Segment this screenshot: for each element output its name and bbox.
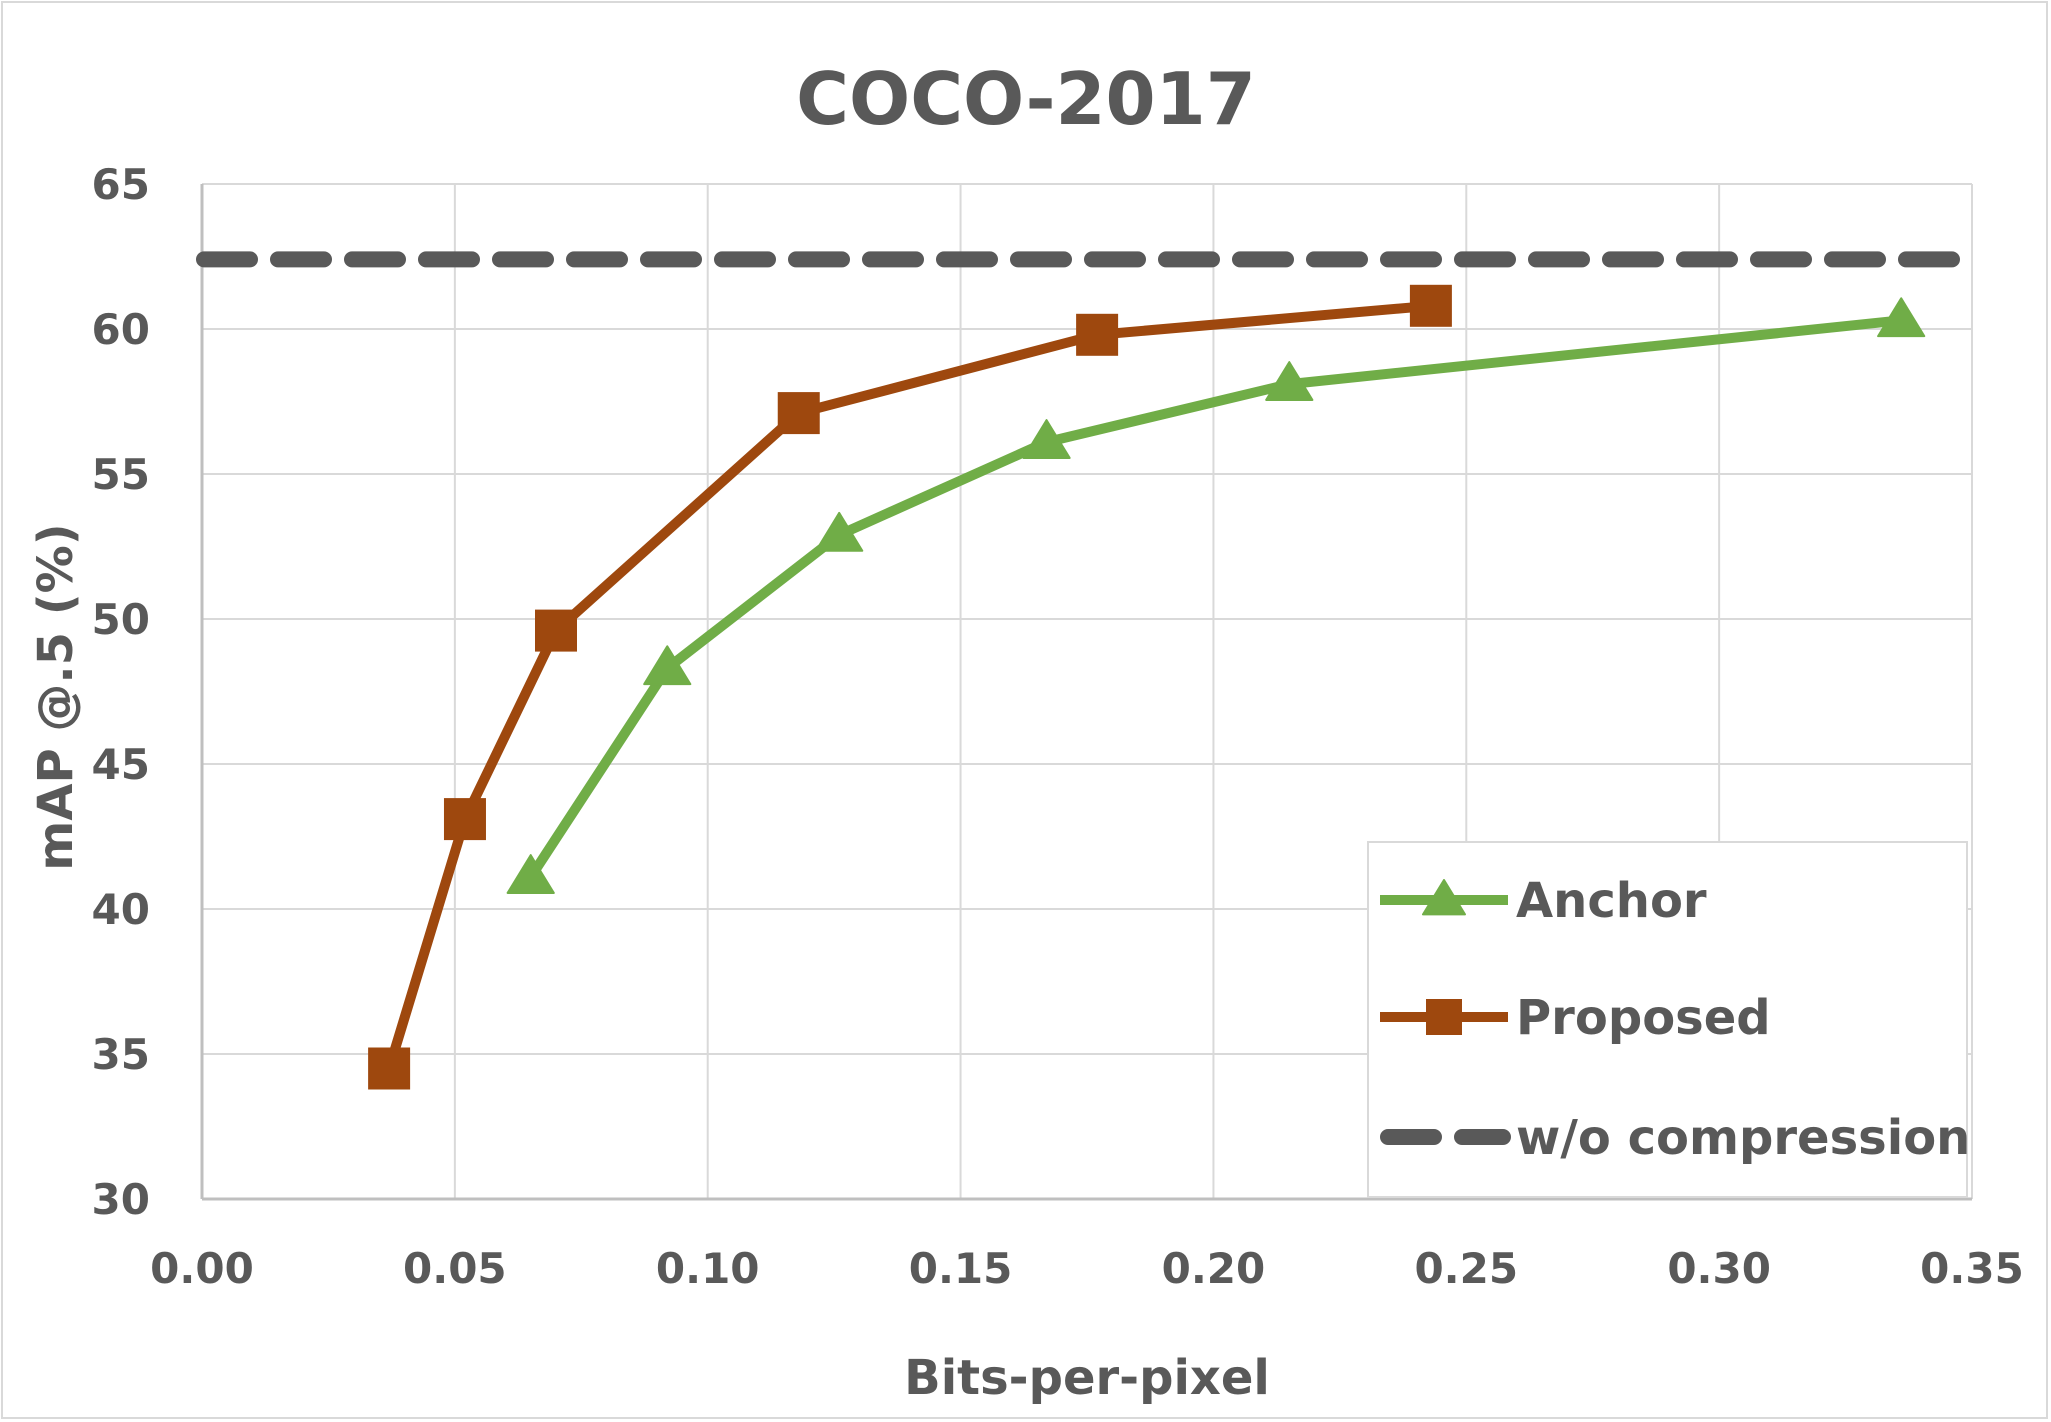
y-axis-label: mAP @.5 (%) xyxy=(28,523,84,870)
anchor-point xyxy=(1022,419,1071,459)
y-tick-label: 60 xyxy=(92,305,150,354)
proposed-point xyxy=(1076,313,1119,356)
legend-label: Proposed xyxy=(1516,990,1771,1046)
anchor-point xyxy=(643,645,692,686)
y-tick-label: 65 xyxy=(92,160,150,209)
x-tick-label: 0.10 xyxy=(656,1244,760,1293)
y-tick-label: 55 xyxy=(92,450,150,499)
y-tick-label: 50 xyxy=(92,595,150,644)
proposed-point xyxy=(443,798,486,841)
grid xyxy=(201,183,1973,1199)
proposed-point xyxy=(535,609,577,652)
x-axis-label: Bits-per-pixel xyxy=(904,1350,1270,1406)
proposed-point xyxy=(1409,284,1452,327)
legend: Anchor Proposed w/o compression xyxy=(1367,841,1970,1198)
x-tick-label: 0.20 xyxy=(1162,1244,1266,1293)
legend-square-marker xyxy=(1426,999,1462,1035)
y-tick-label: 40 xyxy=(92,885,150,934)
series xyxy=(196,251,1980,1090)
x-tick-label: 0.25 xyxy=(1414,1244,1518,1293)
proposed-point xyxy=(777,392,820,435)
legend-label: Anchor xyxy=(1516,873,1707,929)
legend-label: w/o compression xyxy=(1516,1110,1970,1166)
proposed-line xyxy=(384,300,1432,1070)
y-tick-label: 30 xyxy=(92,1175,150,1224)
anchor-point xyxy=(506,854,555,894)
x-tick-label: 0.15 xyxy=(909,1244,1013,1293)
x-tick-label: 0.30 xyxy=(1667,1244,1771,1293)
x-tick-label: 0.00 xyxy=(150,1244,254,1293)
anchor-point xyxy=(1877,297,1926,338)
x-tick-label: 0.35 xyxy=(1920,1244,2024,1293)
anchor-point xyxy=(1265,361,1314,401)
proposed-point xyxy=(368,1047,411,1090)
y-tick-label: 35 xyxy=(92,1030,150,1079)
anchor-point xyxy=(815,511,864,552)
legend-triangle-marker xyxy=(1422,879,1466,916)
y-tick-label: 45 xyxy=(92,740,150,789)
chart-title: COCO-2017 xyxy=(796,57,1256,141)
x-tick-label: 0.05 xyxy=(403,1244,507,1293)
axes: 30 35 40 45 50 55 60 65 0.00 0.05 0.10 0.15 0.20 0.25… xyxy=(92,160,2024,1293)
anchor-line xyxy=(526,315,1902,880)
